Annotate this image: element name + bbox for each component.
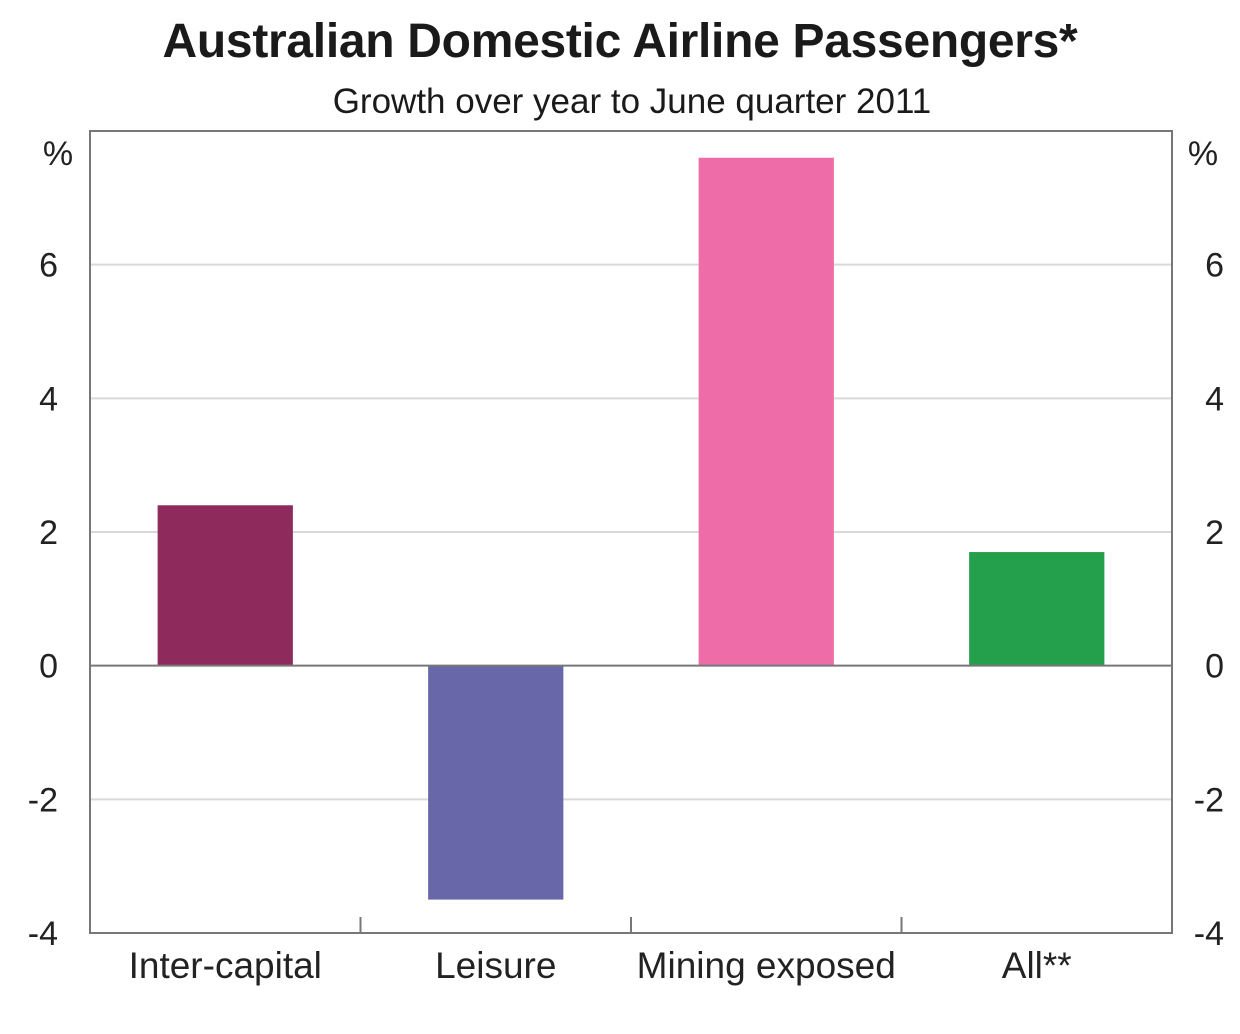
chart-subtitle: Growth over year to June quarter 2011 — [332, 82, 932, 121]
x-tick-marks — [359, 917, 903, 933]
x-category-labels: Inter-capital Leisure Mining exposed All** — [129, 945, 1072, 986]
gridlines — [90, 263, 1172, 801]
y-tick-label-left: 0 — [39, 648, 58, 686]
y-tick-label-left: 4 — [39, 380, 58, 418]
y-tick-label-left: -2 — [28, 781, 58, 819]
y-tick-label-right: -2 — [1194, 781, 1224, 819]
y-unit-left: % — [43, 135, 73, 173]
chart-title: Australian Domestic Airline Passengers* — [162, 15, 1078, 68]
y-tick-label-right: 4 — [1205, 380, 1224, 418]
y-tick-label-left: -4 — [28, 915, 58, 953]
bar — [969, 552, 1105, 666]
y-tick-label-right: -4 — [1194, 915, 1224, 953]
y-tick-label-left: 6 — [39, 247, 58, 285]
bar — [157, 505, 293, 666]
bars — [157, 157, 1105, 900]
x-category-label: All** — [1002, 945, 1072, 986]
y-tick-label-right: 6 — [1205, 247, 1224, 285]
y-tick-label-right: 2 — [1205, 514, 1224, 552]
x-category-label: Leisure — [435, 945, 556, 986]
y-tick-labels: -4 -4 -2 -2 0 0 2 2 4 4 6 6 — [28, 247, 1224, 953]
x-category-label: Inter-capital — [129, 945, 322, 986]
y-unit-right: % — [1188, 135, 1218, 173]
bar — [698, 157, 834, 666]
x-category-label: Mining exposed — [637, 945, 896, 986]
y-tick-label-right: 0 — [1205, 648, 1224, 686]
bar — [428, 665, 564, 900]
y-tick-label-left: 2 — [39, 514, 58, 552]
